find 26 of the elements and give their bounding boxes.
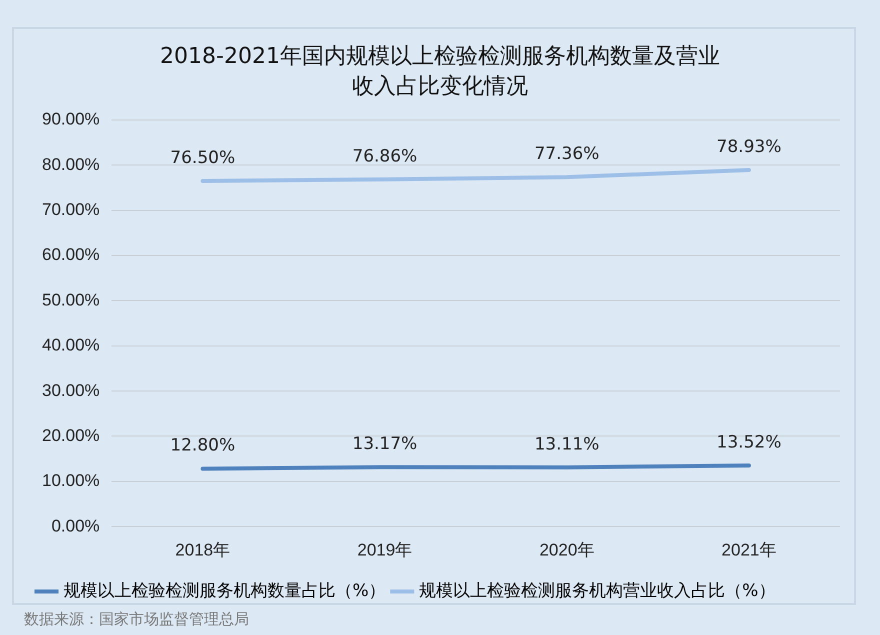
- data-label: 13.52%: [716, 432, 782, 452]
- y-tick-label: 80.00%: [42, 154, 100, 174]
- x-tick-label: 2021年: [722, 540, 776, 560]
- y-tick-label: 0.00%: [51, 516, 100, 536]
- data-label: 13.17%: [352, 434, 418, 454]
- legend-label: 规模以上检验检测服务机构数量占比（%）: [64, 580, 386, 601]
- y-tick-label: 10.00%: [42, 471, 100, 490]
- data-label: 77.36%: [534, 144, 600, 164]
- y-tick-label: 20.00%: [42, 426, 100, 445]
- x-tick-label: 2018年: [175, 540, 230, 560]
- y-tick-label: 40.00%: [42, 336, 100, 355]
- legend-label: 规模以上检验检测服务机构营业收入占比（%）: [419, 580, 776, 601]
- data-label: 12.80%: [170, 436, 236, 456]
- data-label: 13.11%: [534, 434, 600, 454]
- data-label: 78.93%: [716, 136, 782, 157]
- chart-title: 2018-2021年国内规模以上检验检测服务机构数量及营业收入占比变化情况: [160, 43, 720, 101]
- y-tick-label: 60.00%: [42, 245, 100, 264]
- source-note: 数据来源：国家市场监督管理总局: [24, 610, 249, 629]
- x-tick-label: 2019年: [357, 540, 412, 560]
- x-tick-label: 2020年: [539, 540, 594, 560]
- y-tick-label: 50.00%: [42, 290, 100, 310]
- y-tick-label: 90.00%: [42, 110, 100, 129]
- y-tick-label: 30.00%: [42, 380, 100, 400]
- y-tick-label: 70.00%: [42, 200, 100, 220]
- data-label: 76.50%: [170, 148, 236, 168]
- data-label: 76.86%: [352, 146, 418, 166]
